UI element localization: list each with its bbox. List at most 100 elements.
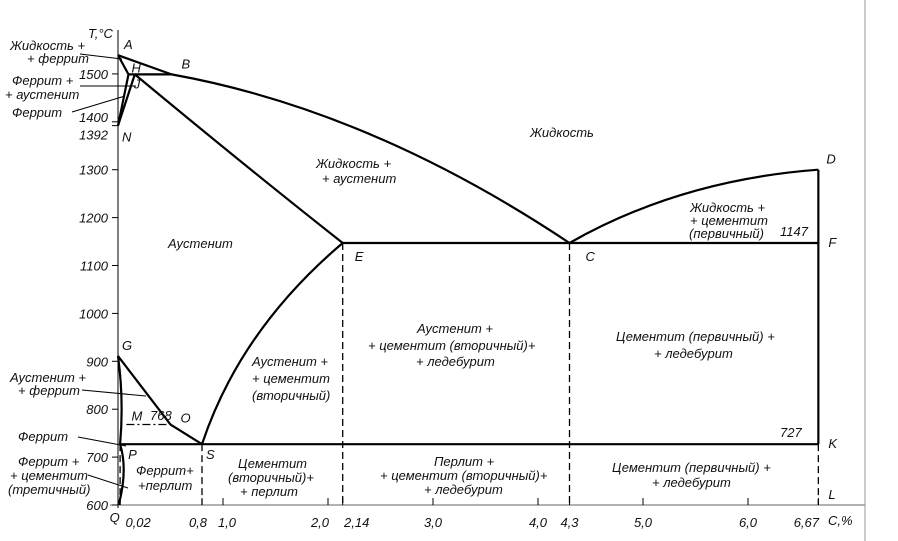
callout-leader: [79, 53, 123, 60]
label-1147: 1147: [780, 224, 809, 239]
point-label-E: E: [355, 249, 364, 264]
region-liquid: Жидкость: [529, 125, 594, 140]
phase-lines: [116, 54, 820, 506]
label-768: 768: [150, 408, 172, 423]
y-tick-label: 700: [86, 450, 108, 465]
callout-austenite-ferrite-1: Аустенит +: [9, 370, 86, 385]
line-OS: [169, 423, 203, 446]
x-tick-label: 4,0: [529, 515, 548, 530]
point-label-N: N: [122, 130, 132, 145]
callouts: Жидкость + + феррит Феррит + + аустенит …: [5, 38, 147, 497]
region-ferrite-perlite-2: +перлит: [138, 478, 192, 493]
point-label-K: K: [828, 436, 838, 451]
ticks: 1500 1400 1392 1300 1200 1100 1000 900 800 700 600…: [79, 67, 820, 530]
y-tick-label: 1400: [79, 110, 109, 125]
point-label-F: F: [828, 235, 837, 250]
axes: T,°C C,%: [88, 0, 866, 541]
x-tick-label: 6,0: [739, 515, 758, 530]
liquidus-BC: [171, 73, 571, 244]
callout-ferrite-austenite-2: + аустенит: [5, 87, 79, 102]
point-label-H: H: [132, 60, 142, 75]
line-GP: [116, 355, 123, 445]
region-labels: Жидкость Жидкость + + аустенит Жидкость …: [136, 125, 775, 499]
acm-line-ES: [200, 242, 344, 445]
region-aust-cem-ledeb-2: + цементит (вторичный)+: [368, 338, 536, 353]
callout-austenite-ferrite-2: + феррит: [18, 383, 80, 398]
region-perlite-1: Перлит +: [434, 454, 495, 469]
callout-leader: [87, 474, 129, 489]
region-cem-ledeb-upper-2: + ледебурит: [654, 346, 733, 361]
liquidus-CD: [568, 168, 819, 244]
region-cem-ledeb-lower-2: + ледебурит: [652, 475, 731, 490]
x-tick-label: 1,0: [218, 515, 237, 530]
y-tick-label: 1000: [79, 306, 109, 321]
callout-liquid-ferrite-1: Жидкость +: [9, 38, 85, 53]
region-liquid-austenite-1: Жидкость +: [315, 156, 391, 171]
line-PQ: [117, 443, 125, 506]
region-liquid-cementite-2: + цементит: [690, 213, 768, 228]
point-label-P: P: [128, 447, 137, 462]
region-cem-ledeb-lower-1: Цементит (первичный) +: [612, 460, 771, 475]
annotations: 1147 727 768: [150, 224, 809, 440]
region-aust-cem-ledeb-3: + ледебурит: [416, 354, 495, 369]
y-tick-label: 1200: [79, 211, 109, 226]
point-label-D: D: [826, 152, 835, 167]
region-perlite-2: + цементит (вторичный)+: [380, 468, 548, 483]
callout-ferrite-cem3-1: Феррит +: [18, 454, 80, 469]
y-tick-label: 600: [86, 498, 108, 513]
point-label-A: A: [123, 37, 133, 52]
x-tick-label: 4,3: [560, 515, 579, 530]
x-tick-label: 5,0: [634, 515, 653, 530]
y-tick-label: 1392: [79, 128, 109, 143]
y-tick-label: 800: [86, 402, 108, 417]
x-tick-label: 6,67: [794, 515, 820, 530]
point-label-G: G: [122, 338, 132, 353]
y-axis-label: T,°C: [88, 26, 114, 41]
callout-ferrite-austenite-1: Феррит +: [12, 73, 74, 88]
solidus-JE: [134, 73, 344, 244]
x-tick-label: 2,14: [343, 515, 369, 530]
point-label-C: C: [586, 249, 596, 264]
point-label-J: J: [133, 76, 141, 91]
y-tick-label: 1100: [80, 259, 109, 274]
x-tick-label: 0,02: [125, 515, 151, 530]
region-liquid-cementite-3: (первичный): [689, 226, 764, 241]
point-label-L: L: [828, 487, 835, 502]
region-ferrite-perlite-1: Феррит+: [136, 463, 194, 478]
point-label-O: O: [181, 411, 191, 426]
x-tick-label: 3,0: [424, 515, 443, 530]
region-liquid-austenite-2: + аустенит: [322, 171, 396, 186]
x-axis-label: C,%: [828, 513, 853, 528]
point-label-M: M: [132, 409, 143, 424]
line-NJ: [116, 74, 136, 126]
region-cem-perlite-3: + перлит: [240, 484, 298, 499]
region-cem-perlite-1: Цементит: [238, 456, 307, 471]
line-GO: [117, 355, 172, 426]
callout-leader: [71, 95, 126, 113]
point-labels: AHJ B N C D E F G M O P S K Q L: [110, 37, 839, 525]
region-cem-perlite-2: (вторичный)+: [228, 470, 314, 485]
callout-ferrite-top: Феррит: [12, 105, 62, 120]
region-aust-cem-ledeb-1: Аустенит +: [416, 321, 493, 336]
label-727: 727: [780, 425, 802, 440]
region-cem-ledeb-upper-1: Цементит (первичный) +: [616, 329, 775, 344]
region-aust-cem2-2: + цементит: [252, 371, 330, 386]
callout-ferrite-cem3-3: (третичный): [8, 482, 90, 497]
callout-ferrite-low: Феррит: [18, 429, 68, 444]
region-aust-cem2-3: (вторичный): [252, 388, 330, 403]
callout-leader: [81, 389, 147, 397]
x-tick-label: 2,0: [310, 515, 330, 530]
point-label-S: S: [206, 447, 215, 462]
y-tick-label: 1300: [79, 163, 109, 178]
callout-liquid-ferrite-2: + феррит: [27, 51, 89, 66]
x-tick-label: 0,8: [189, 515, 208, 530]
region-austenite: Аустенит: [167, 236, 233, 251]
region-perlite-3: + ледебурит: [424, 482, 503, 497]
y-tick-label: 1500: [79, 67, 109, 82]
callout-leader: [77, 436, 127, 447]
y-tick-label: 900: [86, 354, 108, 369]
point-label-Q: Q: [110, 510, 120, 525]
line-AB: [117, 54, 172, 76]
region-aust-cem2-1: Аустенит +: [251, 354, 328, 369]
